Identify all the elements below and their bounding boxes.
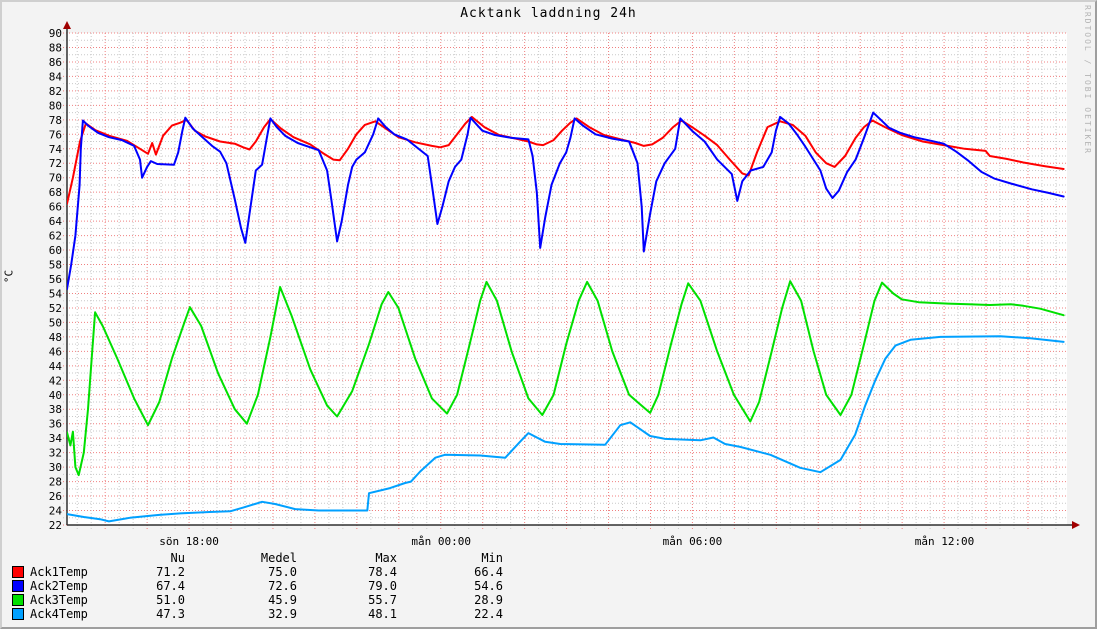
legend-value: 28.9 <box>474 593 503 607</box>
chart-title: Acktank laddning 24h <box>460 6 637 21</box>
legend-value: 47.3 <box>156 607 185 621</box>
y-axis-arrow <box>63 21 71 29</box>
legend-series-name: Ack4Temp <box>30 607 88 621</box>
y-tick-label: 86 <box>49 56 62 69</box>
y-tick-label: 82 <box>49 85 62 98</box>
y-tick-label: 76 <box>49 128 62 141</box>
y-tick-label: 46 <box>49 345 62 358</box>
legend-column-header: Nu <box>170 551 185 565</box>
legend-value: 54.6 <box>474 579 503 593</box>
legend-value: 48.1 <box>368 607 397 621</box>
y-tick-label: 22 <box>49 519 62 532</box>
series-line-ack4temp <box>67 335 1065 523</box>
legend-column-header: Min <box>481 551 503 565</box>
x-tick-label: mån 06:00 <box>663 535 723 548</box>
legend-swatch-ack3temp <box>12 594 24 606</box>
y-tick-label: 84 <box>49 70 63 83</box>
y-tick-label: 34 <box>49 432 63 445</box>
y-tick-label: 26 <box>49 490 62 503</box>
y-tick-label: 48 <box>49 331 62 344</box>
legend-swatch-ack4temp <box>12 608 24 620</box>
y-tick-label: 64 <box>49 215 63 228</box>
y-tick-label: 66 <box>49 201 62 214</box>
y-tick-label: 80 <box>49 99 62 112</box>
x-tick-label: mån 00:00 <box>411 535 471 548</box>
y-tick-label: 30 <box>49 461 62 474</box>
legend-value: 55.7 <box>368 593 397 607</box>
y-tick-label: 36 <box>49 418 62 431</box>
y-tick-label: 58 <box>49 259 62 272</box>
y-tick-label: 40 <box>49 389 62 402</box>
y-tick-label: 24 <box>49 505 63 518</box>
rrdtool-watermark: RRDTOOL / TOBI OETIKER <box>1083 5 1092 155</box>
legend-value: 78.4 <box>368 565 397 579</box>
legend-value: 51.0 <box>156 593 185 607</box>
legend-value: 22.4 <box>474 607 503 621</box>
y-tick-label: 32 <box>49 447 62 460</box>
y-tick-label: 72 <box>49 157 62 170</box>
legend-value: 72.6 <box>268 579 297 593</box>
legend-swatch-ack2temp <box>12 580 24 592</box>
x-axis-arrow <box>1072 521 1080 529</box>
legend-value: 45.9 <box>268 593 297 607</box>
legend-column-header: Max <box>375 551 397 565</box>
y-tick-label: 50 <box>49 316 62 329</box>
legend-series-name: Ack3Temp <box>30 593 88 607</box>
y-tick-label: 60 <box>49 244 62 257</box>
y-tick-label: 54 <box>49 287 63 300</box>
y-tick-label: 78 <box>49 114 62 127</box>
y-tick-label: 62 <box>49 230 62 243</box>
legend-column-header: Medel <box>260 551 297 565</box>
y-tick-label: 74 <box>49 143 63 156</box>
legend-value: 79.0 <box>368 579 397 593</box>
y-tick-label: 28 <box>49 476 62 489</box>
legend-value: 67.4 <box>156 579 185 593</box>
y-tick-label: 52 <box>49 302 62 315</box>
legend-value: 32.9 <box>268 607 297 621</box>
legend-value: 66.4 <box>474 565 503 579</box>
x-tick-label: mån 12:00 <box>915 535 975 548</box>
y-tick-label: 68 <box>49 186 62 199</box>
x-tick-label: sön 18:00 <box>159 535 219 548</box>
legend-series-name: Ack1Temp <box>30 565 88 579</box>
y-tick-label: 90 <box>49 27 62 40</box>
y-tick-label: 70 <box>49 172 62 185</box>
legend-value: 75.0 <box>268 565 297 579</box>
y-tick-label: 88 <box>49 41 62 54</box>
y-tick-label: 42 <box>49 374 62 387</box>
legend-value: 71.2 <box>156 565 185 579</box>
legend-swatch-ack1temp <box>12 566 24 578</box>
y-tick-label: 44 <box>49 360 63 373</box>
y-tick-label: 38 <box>49 403 62 416</box>
series-line-ack2temp <box>67 111 1065 291</box>
y-tick-label: 56 <box>49 273 62 286</box>
legend-series-name: Ack2Temp <box>30 579 88 593</box>
series-line-ack3temp <box>67 280 1065 477</box>
